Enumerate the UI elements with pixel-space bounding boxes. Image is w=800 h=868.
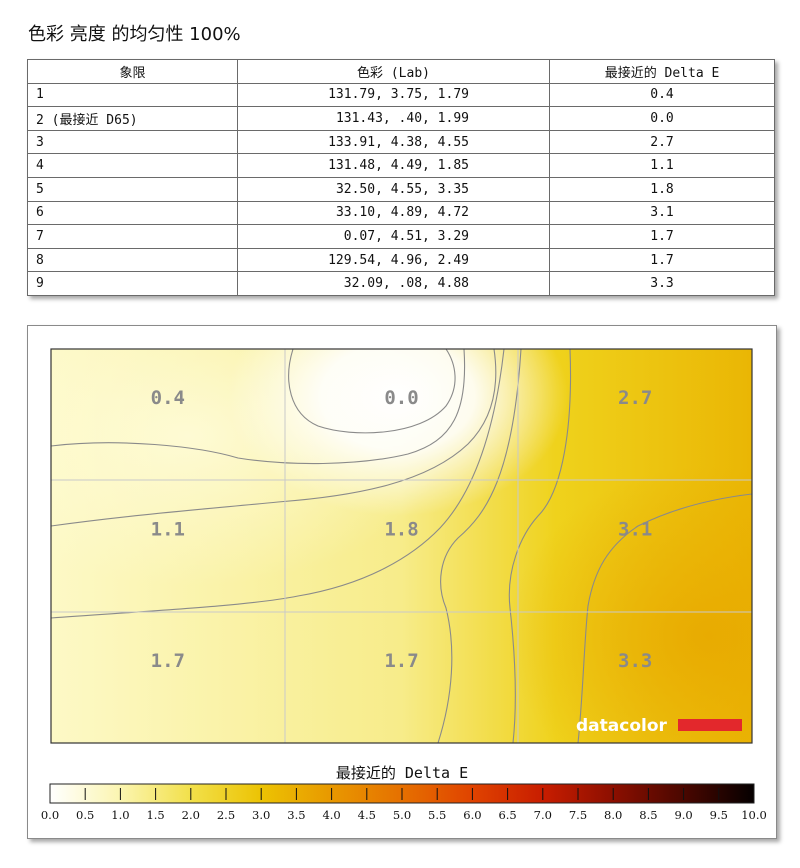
contour-line [51, 349, 466, 465]
colorbar-tick-label: 8.5 [639, 808, 657, 822]
colorbar-tick-label: 9.0 [674, 808, 692, 822]
quadrant-cell: 1 [27, 82, 238, 108]
uniformity-heatmap: 0.4 0.0 2.7 1.1 1.8 3.1 1.7 1.7 3.3 datacolor 最接… [41, 348, 767, 822]
cell-delta-e-label: 0.0 [384, 387, 418, 409]
white-hotspot [228, 349, 568, 516]
uniformity-chart-frame: 0.4 0.0 2.7 1.1 1.8 3.1 1.7 1.7 3.3 datacolor 最接… [27, 325, 777, 839]
datacolor-red-bar [678, 719, 742, 731]
delta-e-cell: 3.1 [549, 200, 775, 226]
cell-labels: 0.4 0.0 2.7 1.1 1.8 3.1 1.7 1.7 3.3 [151, 387, 653, 672]
delta-e-cell: 3.3 [549, 271, 775, 296]
lab-cell: 131.48, 4.49, 1.85 [237, 153, 550, 178]
table-row: 1 131.79, 3.75, 1.79 0.4 [27, 82, 775, 108]
cell-delta-e-label: 2.7 [618, 387, 652, 409]
page-title: 色彩 亮度 的均匀性 100% [28, 24, 241, 45]
header-lab: 色彩 (Lab) [237, 59, 550, 84]
contour-line [437, 349, 522, 743]
quadrant-cell: 9 [27, 271, 238, 296]
delta-e-cell: 1.1 [549, 153, 775, 178]
table-row: 2 (最接近 D65) 131.43, .40, 1.99 0.0 [27, 106, 775, 131]
heatmap-shading [51, 349, 752, 743]
contour-line [51, 349, 497, 527]
colorbar-tick-label: 2.5 [217, 808, 235, 822]
quadrant-cell: 7 [27, 224, 238, 249]
cell-delta-e-label: 3.1 [618, 518, 652, 540]
colorbar-tick-label: 7.5 [569, 808, 587, 822]
colorbar-tick-label: 1.5 [146, 808, 164, 822]
delta-e-cell: 1.7 [549, 224, 775, 249]
legend-title: 最接近的 Delta E [336, 764, 468, 782]
lab-cell: 129.54, 4.96, 2.49 [237, 247, 550, 273]
quadrant-cell: 6 [27, 200, 238, 226]
quadrant-cell: 3 [27, 129, 238, 155]
colorbar-tick-label: 0.0 [41, 808, 59, 822]
colorbar-tick-label: 7.0 [534, 808, 552, 822]
lab-cell: 32.09, .08, 4.88 [237, 271, 550, 296]
colorbar-tick-label: 9.5 [710, 808, 728, 822]
cell-delta-e-label: 0.4 [151, 387, 185, 409]
cell-delta-e-label: 1.7 [384, 650, 418, 672]
colorbar-tick-label: 3.5 [287, 808, 305, 822]
lab-cell: 0.07, 4.51, 3.29 [237, 224, 550, 249]
colorbar-tick-label: 2.0 [182, 808, 200, 822]
lab-table: 象限 色彩 (Lab) 最接近的 Delta E 1 131.79, 3.75,… [27, 59, 775, 296]
colorbar-labels: 0.0 0.5 1.0 1.5 2.0 2.5 3.0 3.5 4.0 4.5 5.0 5.5 6.0 6… [41, 808, 767, 822]
quadrant-cell: 8 [27, 247, 238, 273]
colorbar-tick-label: 4.0 [322, 808, 340, 822]
colorbar-ticks [84, 788, 720, 800]
colorbar-tick-label: 8.0 [604, 808, 622, 822]
datacolor-wordmark: datacolor [576, 716, 668, 736]
contour-line [508, 349, 572, 743]
cell-delta-e-label: 1.8 [384, 518, 418, 540]
delta-e-cell: 1.7 [549, 247, 775, 273]
colorbar-tick-label: 6.5 [498, 808, 516, 822]
lab-cell: 133.91, 4.38, 4.55 [237, 129, 550, 155]
colorbar-tick-label: 1.0 [111, 808, 129, 822]
table-row: 7 0.07, 4.51, 3.29 1.7 [27, 224, 775, 249]
datacolor-logo: datacolor [576, 716, 742, 736]
delta-e-cell: 0.0 [549, 106, 775, 131]
contour-lines [51, 349, 752, 743]
colorbar-tick-label: 10.0 [741, 808, 767, 822]
lab-table-container: 象限 色彩 (Lab) 最接近的 Delta E 1 131.79, 3.75,… [27, 59, 775, 296]
quadrant-cell: 5 [27, 176, 238, 202]
colorbar-tick-label: 6.0 [463, 808, 481, 822]
contour-line [51, 349, 505, 619]
table-row: 5 32.50, 4.55, 3.35 1.8 [27, 176, 775, 202]
contour-line [288, 349, 456, 434]
colorbar-tick-label: 0.5 [76, 808, 94, 822]
quadrant-cell: 4 [27, 153, 238, 178]
contour-line [577, 493, 752, 743]
lab-cell: 131.79, 3.75, 1.79 [237, 82, 550, 108]
header-delta-e: 最接近的 Delta E [549, 59, 775, 84]
delta-e-cell: 0.4 [549, 82, 775, 108]
quadrant-cell: 2 (最接近 D65) [27, 106, 238, 131]
lab-cell: 131.43, .40, 1.99 [237, 106, 550, 131]
right-dark-glow [508, 466, 752, 743]
lab-cell: 33.10, 4.89, 4.72 [237, 200, 550, 226]
cell-delta-e-label: 1.1 [151, 518, 185, 540]
table-row: 8 129.54, 4.96, 2.49 1.7 [27, 247, 775, 273]
colorbar-tick-label: 5.0 [393, 808, 411, 822]
heatmap-border [50, 348, 753, 744]
colorbar-tick-label: 5.5 [428, 808, 446, 822]
table-row: 9 32.09, .08, 4.88 3.3 [27, 271, 775, 296]
table-row: 6 33.10, 4.89, 4.72 3.1 [27, 200, 775, 226]
lab-cell: 32.50, 4.55, 3.35 [237, 176, 550, 202]
quadrant-grid [51, 349, 752, 743]
cell-delta-e-label: 1.7 [151, 650, 185, 672]
table-header-row: 象限 色彩 (Lab) 最接近的 Delta E [27, 59, 775, 84]
cell-delta-e-label: 3.3 [618, 650, 652, 672]
table-row: 4 131.48, 4.49, 1.85 1.1 [27, 153, 775, 178]
header-quadrant: 象限 [27, 59, 238, 84]
table-row: 3 133.91, 4.38, 4.55 2.7 [27, 129, 775, 155]
delta-e-cell: 2.7 [549, 129, 775, 155]
colorbar-tick-label: 4.5 [358, 808, 376, 822]
delta-e-cell: 1.8 [549, 176, 775, 202]
colorbar-tick-label: 3.0 [252, 808, 270, 822]
